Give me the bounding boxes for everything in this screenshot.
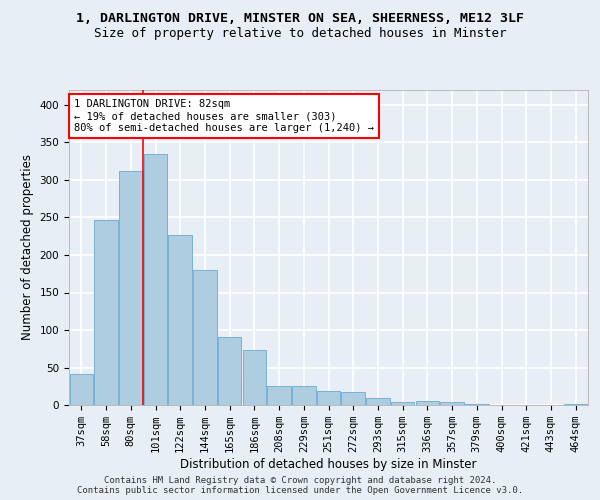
Text: Contains HM Land Registry data © Crown copyright and database right 2024.
Contai: Contains HM Land Registry data © Crown c… xyxy=(77,476,523,495)
Bar xyxy=(144,154,167,405)
Bar xyxy=(292,386,316,405)
Y-axis label: Number of detached properties: Number of detached properties xyxy=(21,154,34,340)
Bar xyxy=(465,404,488,405)
Bar xyxy=(416,401,439,405)
Text: 1 DARLINGTON DRIVE: 82sqm
← 19% of detached houses are smaller (303)
80% of semi: 1 DARLINGTON DRIVE: 82sqm ← 19% of detac… xyxy=(74,100,374,132)
Bar xyxy=(317,391,340,405)
Bar xyxy=(242,350,266,405)
Bar xyxy=(119,171,143,405)
Bar xyxy=(564,404,587,405)
Bar xyxy=(268,386,291,405)
Bar xyxy=(341,392,365,405)
Bar xyxy=(440,402,464,405)
Bar xyxy=(70,374,93,405)
Bar xyxy=(94,220,118,405)
Bar xyxy=(169,236,192,405)
Bar xyxy=(218,337,241,405)
X-axis label: Distribution of detached houses by size in Minster: Distribution of detached houses by size … xyxy=(180,458,477,471)
Bar xyxy=(193,270,217,405)
Bar xyxy=(366,398,389,405)
Text: 1, DARLINGTON DRIVE, MINSTER ON SEA, SHEERNESS, ME12 3LF: 1, DARLINGTON DRIVE, MINSTER ON SEA, SHE… xyxy=(76,12,524,26)
Bar xyxy=(391,402,415,405)
Text: Size of property relative to detached houses in Minster: Size of property relative to detached ho… xyxy=(94,28,506,40)
